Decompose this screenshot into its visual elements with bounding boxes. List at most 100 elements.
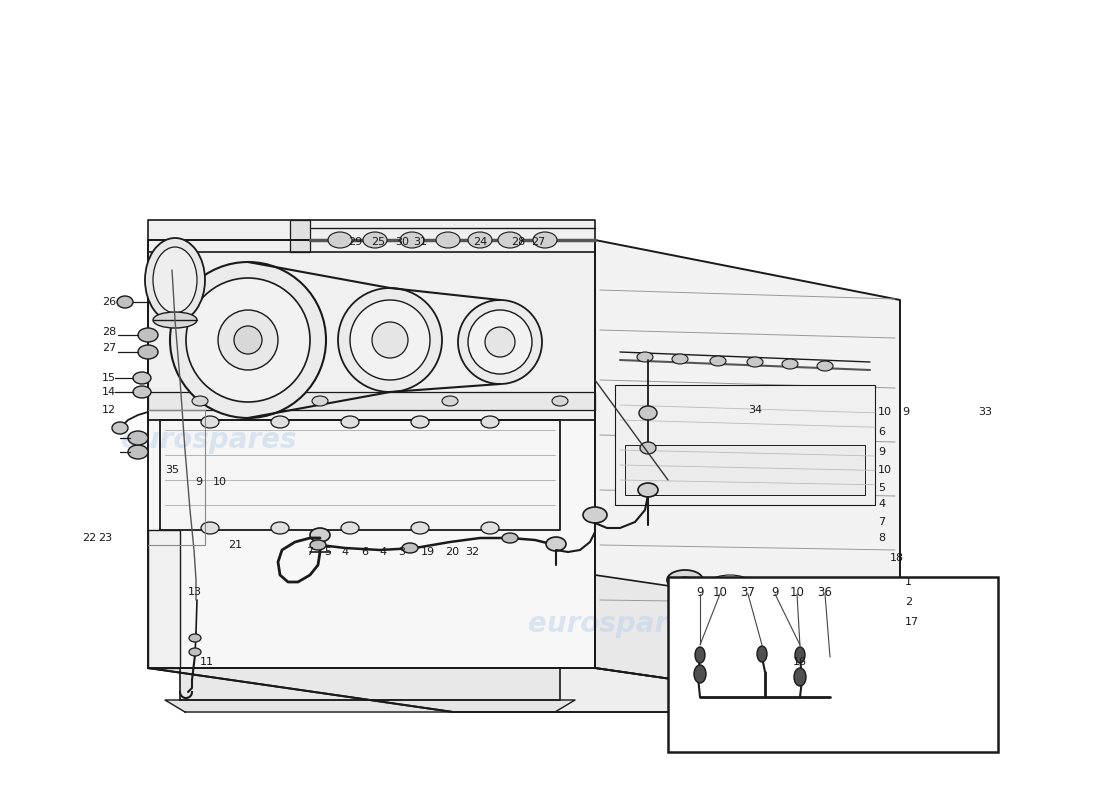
Polygon shape: [165, 700, 575, 712]
Text: 4: 4: [341, 547, 349, 557]
Polygon shape: [148, 668, 900, 712]
Polygon shape: [290, 220, 310, 252]
Polygon shape: [148, 240, 595, 420]
Text: eurospares: eurospares: [121, 426, 297, 454]
Text: 3: 3: [398, 547, 406, 557]
Ellipse shape: [138, 345, 158, 359]
Text: 6: 6: [362, 547, 369, 557]
Text: 18: 18: [890, 553, 904, 563]
Ellipse shape: [468, 310, 532, 374]
Text: 35: 35: [165, 465, 179, 475]
Ellipse shape: [757, 646, 767, 662]
Ellipse shape: [341, 522, 359, 534]
Text: 20: 20: [444, 547, 459, 557]
Text: 10: 10: [713, 586, 727, 598]
Ellipse shape: [788, 616, 832, 660]
Text: 10: 10: [213, 477, 227, 487]
Text: 7: 7: [307, 547, 314, 557]
Text: 1: 1: [905, 577, 912, 587]
Ellipse shape: [201, 416, 219, 428]
Text: 10: 10: [878, 465, 892, 475]
Ellipse shape: [218, 310, 278, 370]
Bar: [625, 445, 865, 495]
Text: 9: 9: [902, 407, 909, 417]
Ellipse shape: [117, 296, 133, 308]
Ellipse shape: [128, 431, 148, 445]
Ellipse shape: [186, 278, 310, 402]
Ellipse shape: [133, 386, 151, 398]
Text: eurospares: eurospares: [528, 610, 704, 638]
Ellipse shape: [170, 262, 326, 418]
Text: 19: 19: [421, 547, 436, 557]
Polygon shape: [148, 530, 180, 668]
Ellipse shape: [747, 357, 763, 367]
Text: 17: 17: [905, 617, 920, 627]
Ellipse shape: [794, 668, 806, 686]
Text: 21: 21: [228, 540, 242, 550]
Ellipse shape: [583, 507, 607, 523]
Ellipse shape: [552, 396, 568, 406]
Text: 4: 4: [878, 499, 886, 509]
Text: 11: 11: [200, 657, 214, 667]
Text: 25: 25: [371, 237, 385, 247]
Text: 16: 16: [793, 657, 807, 667]
Ellipse shape: [112, 422, 128, 434]
Text: 27: 27: [531, 237, 546, 247]
Ellipse shape: [201, 522, 219, 534]
Text: 12: 12: [102, 405, 117, 415]
Ellipse shape: [817, 361, 833, 371]
Text: 28: 28: [510, 237, 525, 247]
Ellipse shape: [795, 647, 805, 663]
Ellipse shape: [138, 328, 158, 342]
Ellipse shape: [145, 238, 205, 322]
Ellipse shape: [411, 416, 429, 428]
Ellipse shape: [312, 396, 328, 406]
Text: 14: 14: [102, 387, 117, 397]
Text: 6: 6: [878, 427, 886, 437]
Ellipse shape: [708, 584, 752, 616]
Text: 8: 8: [878, 533, 886, 543]
Polygon shape: [148, 240, 595, 668]
Text: 34: 34: [748, 405, 762, 415]
Text: 36: 36: [817, 586, 833, 598]
Ellipse shape: [672, 577, 698, 603]
Ellipse shape: [502, 533, 518, 543]
Ellipse shape: [153, 247, 197, 313]
Ellipse shape: [310, 540, 326, 550]
Ellipse shape: [637, 352, 653, 362]
Ellipse shape: [710, 356, 726, 366]
Polygon shape: [595, 575, 900, 712]
Bar: [615, 385, 874, 505]
Ellipse shape: [534, 232, 557, 248]
Ellipse shape: [498, 232, 522, 248]
Ellipse shape: [310, 528, 330, 542]
Ellipse shape: [189, 648, 201, 656]
Ellipse shape: [468, 232, 492, 248]
Text: 31: 31: [412, 237, 427, 247]
Text: 2: 2: [905, 597, 912, 607]
Ellipse shape: [372, 322, 408, 358]
Ellipse shape: [189, 634, 201, 642]
Text: 15: 15: [102, 373, 116, 383]
Ellipse shape: [338, 288, 442, 392]
Ellipse shape: [341, 416, 359, 428]
Ellipse shape: [153, 312, 197, 328]
Ellipse shape: [639, 406, 657, 420]
Text: 28: 28: [102, 327, 117, 337]
Text: 10: 10: [790, 586, 804, 598]
Text: 9: 9: [696, 586, 704, 598]
Ellipse shape: [667, 570, 703, 590]
Ellipse shape: [672, 354, 688, 364]
Ellipse shape: [128, 445, 148, 459]
Ellipse shape: [695, 575, 764, 625]
Text: 32: 32: [465, 547, 480, 557]
Text: 26: 26: [102, 297, 117, 307]
Text: 27: 27: [102, 343, 117, 353]
Ellipse shape: [402, 543, 418, 553]
Polygon shape: [180, 668, 560, 700]
Text: 10: 10: [878, 407, 892, 417]
Polygon shape: [595, 240, 900, 712]
Ellipse shape: [436, 232, 460, 248]
Ellipse shape: [400, 232, 424, 248]
Text: 9: 9: [771, 586, 779, 598]
